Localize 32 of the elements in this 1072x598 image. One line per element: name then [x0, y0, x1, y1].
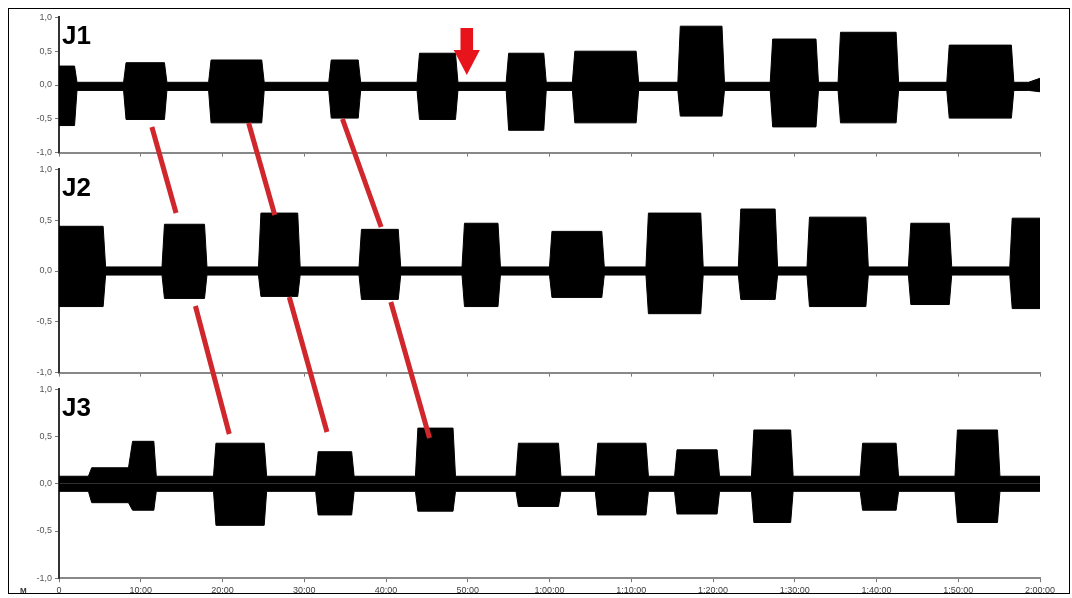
x-tick-label: 1:00:00: [534, 585, 565, 596]
x-tick-label: 0: [56, 585, 62, 596]
x-tick-label: 1:50:00: [943, 585, 974, 596]
y-tick-label: 1,0: [39, 11, 52, 22]
x-tick-label: 20:00: [211, 585, 234, 596]
x-tick-label: 30:00: [292, 585, 316, 596]
x-tick-label: 1:10:00: [616, 585, 647, 596]
y-tick-label: -1,0: [36, 147, 52, 158]
x-tick-label: 1:40:00: [861, 585, 892, 596]
x-tick-label: 50:00: [456, 585, 480, 596]
y-tick-label: -1,0: [36, 572, 52, 583]
y-tick-label: -0,5: [36, 525, 52, 536]
text: M: [20, 586, 27, 596]
x-tick-label: 10:00: [129, 585, 153, 596]
y-tick-label: 0,5: [39, 431, 52, 442]
x-tick-label: 2:00:00: [1024, 585, 1056, 596]
y-tick-label: -1,0: [36, 367, 52, 378]
chart-title: J1: [62, 19, 91, 50]
y-tick-label: 0,0: [39, 79, 52, 90]
x-tick-label: 1:20:00: [697, 585, 729, 596]
y-tick-label: 0,0: [39, 265, 52, 276]
y-tick-label: 0,5: [39, 45, 52, 56]
y-tick-label: 0,0: [39, 478, 52, 489]
chart-title: J3: [62, 391, 91, 422]
x-tick-label: 1:30:00: [779, 585, 810, 596]
y-tick-label: 0,5: [39, 214, 52, 225]
x-tick-label: 40:00: [374, 585, 398, 596]
chart-title: J2: [62, 171, 91, 202]
y-tick-label: 1,0: [39, 383, 52, 394]
y-tick-label: 1,0: [39, 163, 52, 174]
y-tick-label: -0,5: [36, 113, 52, 124]
y-tick-label: -0,5: [36, 316, 52, 327]
